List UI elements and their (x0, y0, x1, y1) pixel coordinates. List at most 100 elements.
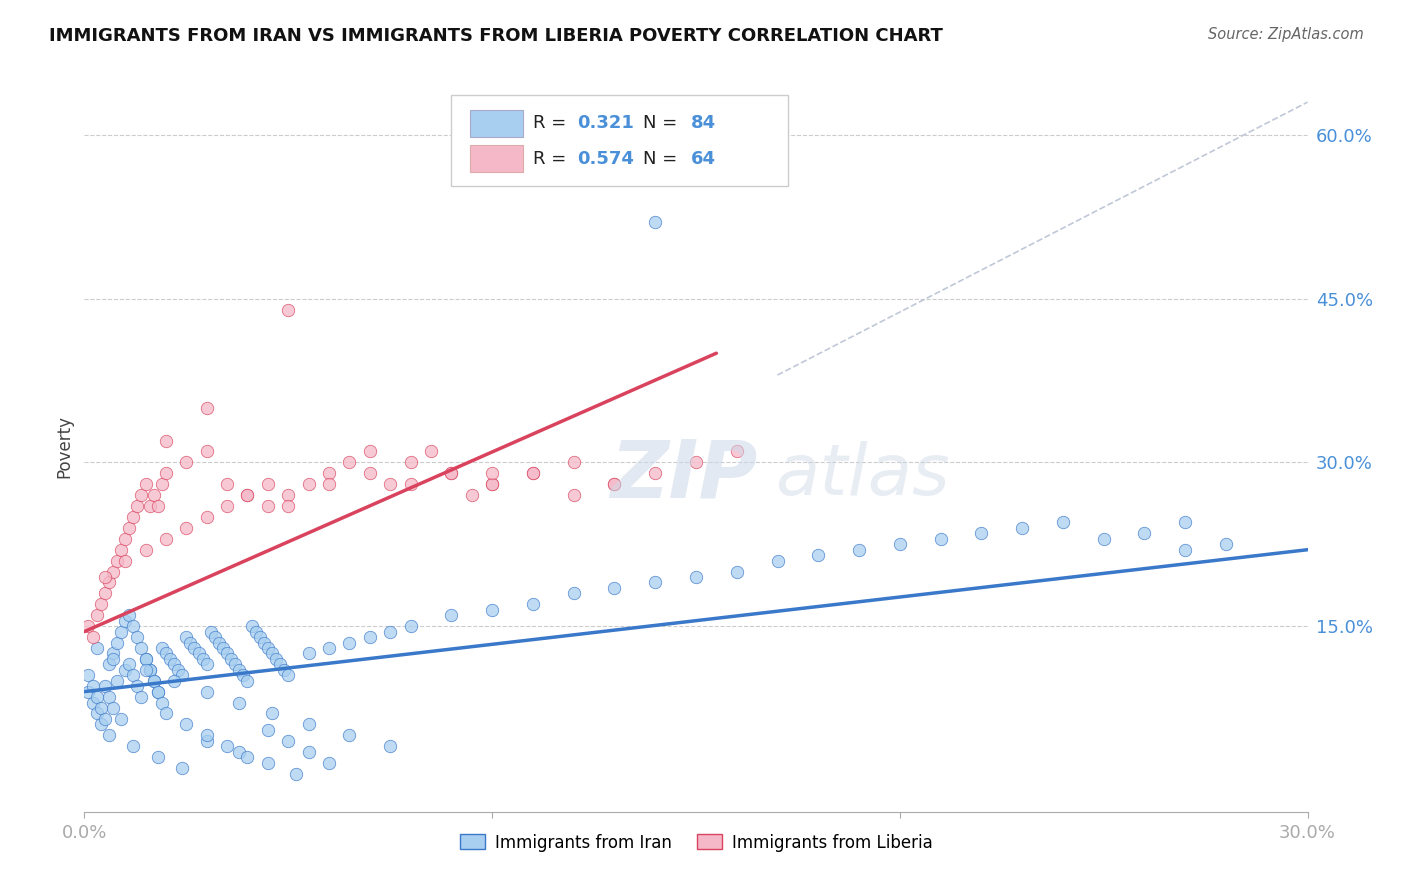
Point (110, 542, 132, 557)
Point (114, 554, 136, 568)
Point (219, 652, 242, 666)
Point (257, 756, 280, 770)
Point (138, 499, 160, 513)
Point (195, 728, 218, 742)
Point (86, 706, 108, 721)
Point (77, 684, 100, 698)
Point (257, 640, 280, 655)
Point (90, 717, 112, 731)
FancyBboxPatch shape (470, 111, 523, 136)
Point (155, 532, 177, 546)
Point (481, 477, 503, 491)
Text: Source: ZipAtlas.com: Source: ZipAtlas.com (1208, 27, 1364, 42)
Point (562, 586, 585, 600)
Point (195, 684, 218, 698)
Point (236, 750, 259, 764)
Point (97, 728, 120, 742)
Point (142, 488, 165, 502)
Point (93, 570, 115, 584)
Point (155, 647, 177, 661)
Point (135, 542, 157, 557)
Point (217, 739, 239, 754)
Point (269, 657, 291, 672)
Point (82, 679, 104, 693)
Point (150, 696, 173, 710)
Point (318, 640, 340, 655)
Point (159, 652, 181, 666)
Text: 0.574: 0.574 (578, 150, 634, 168)
Point (86, 690, 108, 704)
Point (101, 565, 124, 579)
Point (461, 488, 484, 502)
Text: 84: 84 (692, 114, 716, 132)
Point (146, 684, 169, 698)
Point (380, 624, 402, 639)
Point (82, 696, 104, 710)
Point (97, 657, 120, 672)
Point (298, 745, 321, 759)
Point (179, 635, 201, 649)
Text: 0.321: 0.321 (578, 114, 634, 132)
Point (522, 467, 544, 481)
Point (298, 717, 321, 731)
Point (929, 532, 952, 546)
Point (150, 640, 173, 655)
Point (298, 647, 321, 661)
Point (105, 554, 128, 568)
Point (603, 477, 626, 491)
Text: atlas: atlas (776, 441, 950, 509)
Point (848, 542, 870, 557)
Point (339, 635, 361, 649)
Point (155, 706, 177, 721)
Y-axis label: Poverty: Poverty (55, 415, 73, 477)
Point (685, 570, 707, 584)
Point (105, 635, 128, 649)
Point (127, 499, 149, 513)
Point (217, 647, 239, 661)
Point (142, 673, 165, 688)
Point (110, 624, 132, 639)
Point (131, 690, 153, 704)
Point (86, 608, 108, 623)
Point (150, 477, 173, 491)
Point (135, 477, 157, 491)
Point (481, 603, 503, 617)
Point (228, 696, 250, 710)
Point (97, 575, 120, 590)
Point (163, 673, 186, 688)
Point (97, 690, 120, 704)
Text: ZIP: ZIP (610, 436, 758, 515)
Point (359, 467, 381, 481)
Point (155, 434, 177, 448)
Point (146, 684, 169, 698)
Point (277, 302, 299, 317)
Point (1092, 532, 1115, 546)
Point (298, 477, 321, 491)
Point (135, 652, 157, 666)
Point (807, 548, 830, 562)
Point (174, 630, 197, 644)
Text: N =: N = (644, 114, 683, 132)
FancyBboxPatch shape (451, 95, 787, 186)
Point (240, 619, 263, 633)
Point (359, 444, 381, 458)
Point (236, 673, 259, 688)
Point (359, 630, 381, 644)
Point (135, 663, 157, 677)
Point (440, 467, 463, 481)
Point (101, 652, 124, 666)
Point (131, 488, 153, 502)
Point (380, 477, 402, 491)
Point (318, 477, 340, 491)
Point (285, 766, 308, 780)
Point (118, 521, 141, 535)
FancyBboxPatch shape (470, 145, 523, 171)
Point (122, 668, 145, 682)
Point (195, 444, 218, 458)
Point (257, 499, 280, 513)
Point (603, 581, 626, 595)
Point (174, 521, 197, 535)
Point (200, 624, 222, 639)
Point (208, 635, 231, 649)
Point (90, 597, 112, 611)
